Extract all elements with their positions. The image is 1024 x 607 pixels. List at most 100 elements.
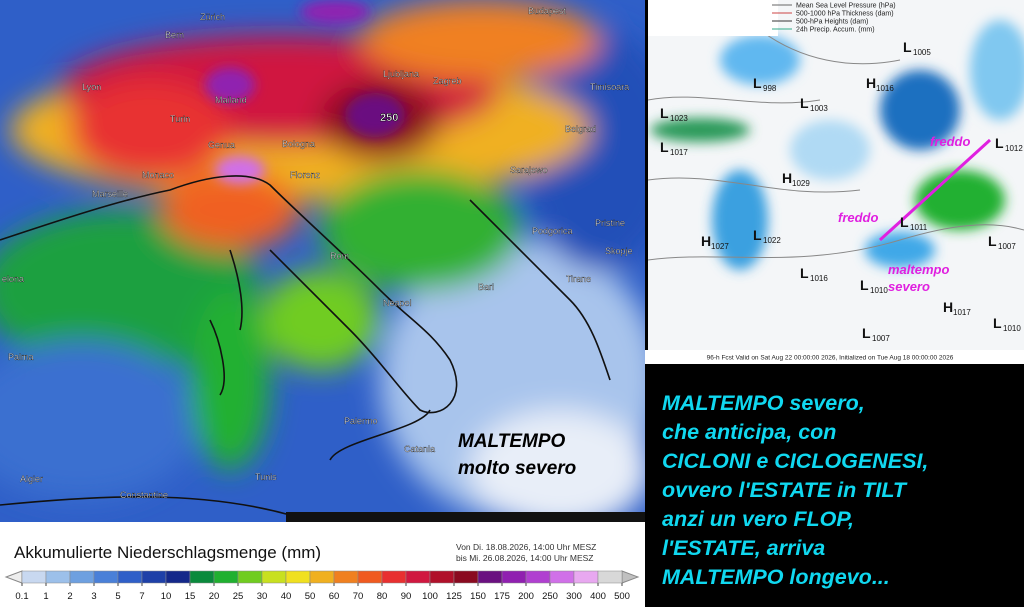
- pressure-symbol: H: [782, 170, 792, 186]
- legend-entry: Mean Sea Level Pressure (hPa): [796, 3, 896, 10]
- city-label: Tirane: [566, 274, 591, 284]
- legend-period: bis Mi. 26.08.2026, 14:00 Uhr MESZ: [456, 553, 594, 563]
- colorbar-tick-label: 2: [67, 591, 72, 602]
- colorbar-bin: [429, 570, 455, 584]
- colorbar-tick-label: 5: [115, 591, 120, 602]
- colorbar-bin: [141, 570, 167, 584]
- colorbar-tick-label: 7: [139, 591, 144, 602]
- map-annotation: freddo: [930, 134, 971, 149]
- colorbar-bin: [381, 570, 407, 584]
- city-label: Marseille: [92, 189, 128, 199]
- city-label: Genua: [208, 140, 235, 150]
- city-label: Bari: [478, 282, 494, 292]
- pressure-symbol: L: [988, 233, 997, 249]
- colorbar-bin: [69, 570, 95, 584]
- colorbar-bin: [453, 570, 479, 584]
- colorbar-tick-label: 100: [422, 591, 438, 602]
- colorbar-tick-label: 125: [446, 591, 462, 602]
- colorbar-bin: [45, 570, 71, 584]
- footer-panel: [645, 350, 1024, 364]
- colorbar-tick-label: 15: [185, 591, 196, 602]
- legend-title: Akkumulierte Niederschlagsmenge (mm): [14, 543, 321, 562]
- colorbar-tick-label: 500: [614, 591, 630, 602]
- colorbar-bin: [165, 570, 191, 584]
- colorbar-tick-label: 70: [353, 591, 364, 602]
- colorbar-bin: [309, 570, 335, 584]
- pressure-value: 1012: [1005, 144, 1023, 153]
- synoptic-map: [648, 0, 1024, 350]
- pressure-symbol: L: [993, 315, 1002, 331]
- city-label: Algier: [20, 474, 43, 484]
- colorbar-bin: [117, 570, 143, 584]
- colorbar-tick-label: 250: [542, 591, 558, 602]
- city-label: Pristine: [595, 218, 625, 228]
- pressure-value: 1007: [872, 334, 890, 343]
- commentary-line: MALTEMPO severo,: [662, 391, 865, 415]
- colorbar-bin: [21, 570, 47, 584]
- colorbar-bin: [405, 570, 431, 584]
- colorbar-tick-label: 0.1: [15, 591, 28, 602]
- commentary-line: l'ESTATE, arriva: [662, 536, 825, 560]
- peak-label: 250: [380, 112, 398, 124]
- precip-map: [0, 0, 645, 522]
- city-label: Turin: [170, 114, 190, 124]
- pressure-symbol: L: [995, 135, 1004, 151]
- colorbar-tick-label: 80: [377, 591, 388, 602]
- pressure-value: 1005: [913, 48, 931, 57]
- pressure-symbol: L: [753, 227, 762, 243]
- city-label: Rom: [330, 251, 349, 261]
- pressure-symbol: L: [800, 265, 809, 281]
- city-label: Belgrad: [565, 124, 596, 134]
- colorbar-tick-label: 90: [401, 591, 412, 602]
- colorbar: 0.1 1 2 3 5 7 10 15 20 25 30 40 50 60 70 80 90 100 125 150 1…: [4, 570, 640, 602]
- colorbar-tick-label: 3: [91, 591, 96, 602]
- commentary-line: ovvero l'ESTATE in TILT: [662, 478, 908, 502]
- pressure-value: 1023: [670, 114, 688, 123]
- map-annotation: MALTEMPO: [458, 431, 566, 452]
- pressure-symbol: L: [900, 214, 909, 230]
- pressure-value: 1016: [876, 84, 894, 93]
- city-label: Zürich: [200, 12, 225, 22]
- commentary-line: CICLONI e CICLOGENESI,: [662, 449, 928, 473]
- colorbar-bin: [525, 570, 551, 584]
- city-label: Zagreb: [433, 76, 462, 86]
- colorbar-tick-label: 10: [161, 591, 172, 602]
- colorbar-tick-label: 150: [470, 591, 486, 602]
- colorbar-tick-label: 20: [209, 591, 220, 602]
- pressure-symbol: H: [701, 233, 711, 249]
- pressure-value: 1017: [670, 148, 688, 157]
- colorbar-bin: [93, 570, 119, 584]
- pressure-symbol: L: [800, 95, 809, 111]
- colorbar-tick-label: 300: [566, 591, 582, 602]
- city-label: Palermo: [344, 416, 378, 426]
- city-label: Budapest: [528, 6, 567, 16]
- commentary: MALTEMPO severo, che anticipa, con CICLONI…: [662, 391, 928, 589]
- colorbar-bin: [189, 570, 215, 584]
- legend-period: Von Di. 18.08.2026, 14:00 Uhr MESZ: [456, 542, 596, 552]
- colorbar-bin: [213, 570, 239, 584]
- pressure-value: 1010: [1003, 324, 1021, 333]
- pressure-value: 1016: [810, 274, 828, 283]
- pressure-symbol: L: [860, 277, 869, 293]
- city-label: Florenz: [290, 170, 321, 180]
- city-label: Skopje: [605, 246, 633, 256]
- city-label: Constantine: [120, 490, 168, 500]
- pressure-symbol: L: [862, 325, 871, 341]
- city-label: Palma: [8, 352, 34, 362]
- commentary-line: MALTEMPO longevo...: [662, 565, 890, 589]
- city-label: Lyon: [82, 82, 101, 92]
- map-annotation: maltempo: [888, 262, 949, 277]
- pressure-value: 1011: [910, 223, 928, 232]
- colorbar-bin: [261, 570, 287, 584]
- map-annotation: freddo: [838, 210, 879, 225]
- colorbar-bin: [357, 570, 383, 584]
- city-label: Mailand: [215, 95, 247, 105]
- pressure-symbol: L: [660, 139, 669, 155]
- pressure-symbol: L: [660, 105, 669, 121]
- map-annotation: severo: [888, 279, 930, 294]
- colorbar-tick-label: 400: [590, 591, 606, 602]
- city-label: Sarajewo: [510, 165, 548, 175]
- colorbar-bin: [285, 570, 311, 584]
- pressure-symbol: L: [903, 39, 912, 55]
- colorbar-tick-label: 60: [329, 591, 340, 602]
